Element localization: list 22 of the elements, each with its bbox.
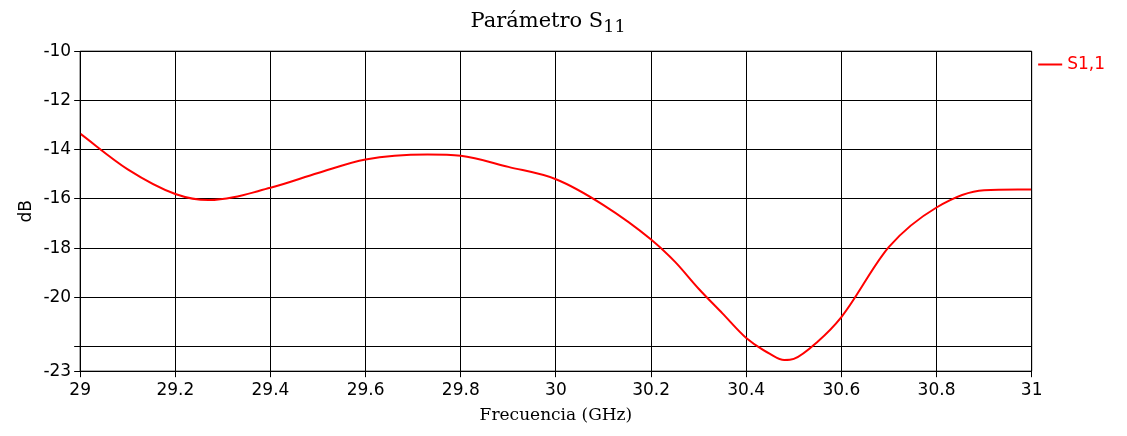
y-tick-label: -23 — [43, 359, 72, 380]
y-tick-label: -12 — [43, 88, 72, 109]
y-tick-label: -20 — [43, 285, 72, 306]
x-tick-label: 30.4 — [727, 378, 766, 399]
y-axis-title: dB — [14, 199, 35, 223]
x-tick-label: 31 — [1020, 378, 1043, 399]
x-tick-label: 30.2 — [632, 378, 670, 399]
x-tick-label: 30 — [545, 378, 567, 399]
chart-title: Parámetro S$_{11}$ — [469, 8, 627, 38]
y-tick-label: -14 — [43, 138, 72, 159]
y-tick-label: -10 — [43, 39, 72, 60]
x-tick-label: 29 — [69, 378, 91, 399]
x-tick-label: 29.6 — [346, 378, 385, 399]
x-axis-title: Frecuencia (GHz) — [479, 404, 633, 425]
legend-label: S1,1 — [1067, 52, 1105, 73]
y-tick-label: -16 — [43, 187, 72, 208]
x-tick-label: 30.6 — [822, 378, 861, 399]
x-tick-label: 29.8 — [441, 378, 480, 399]
x-tick-label: 29.4 — [251, 378, 290, 399]
x-tick-label: 30.8 — [917, 378, 956, 399]
y-tick-label: -18 — [43, 236, 72, 257]
x-tick-label: 29.2 — [156, 378, 195, 399]
